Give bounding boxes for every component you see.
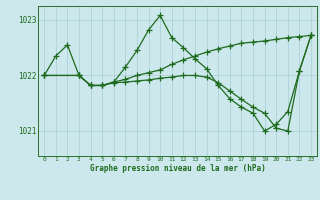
X-axis label: Graphe pression niveau de la mer (hPa): Graphe pression niveau de la mer (hPa) — [90, 164, 266, 173]
